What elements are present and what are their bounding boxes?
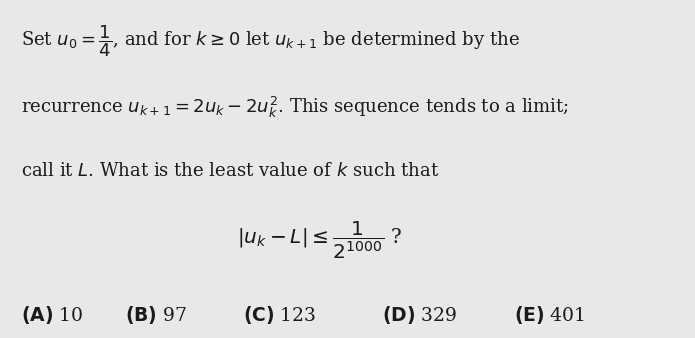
Text: $|u_k - L| \leq \dfrac{1}{2^{1000}}\;$?: $|u_k - L| \leq \dfrac{1}{2^{1000}}\;$? — [237, 220, 402, 262]
Text: $\mathbf{(A)}$ 10: $\mathbf{(A)}$ 10 — [21, 304, 83, 326]
Text: $\mathbf{(B)}$ 97: $\mathbf{(B)}$ 97 — [125, 304, 187, 326]
Text: Set $u_0 = \dfrac{1}{4}$, and for $k \geq 0$ let $u_{k+1}$ be determined by the: Set $u_0 = \dfrac{1}{4}$, and for $k \ge… — [21, 24, 520, 59]
Text: recurrence $u_{k+1} = 2u_k - 2u_k^2$. This sequence tends to a limit;: recurrence $u_{k+1} = 2u_k - 2u_k^2$. Th… — [21, 95, 569, 120]
Text: $\mathbf{(C)}$ 123: $\mathbf{(C)}$ 123 — [243, 304, 316, 326]
Text: $\mathbf{(E)}$ 401: $\mathbf{(E)}$ 401 — [514, 304, 585, 326]
Text: $\mathbf{(D)}$ 329: $\mathbf{(D)}$ 329 — [382, 304, 457, 326]
Text: call it $L$. What is the least value of $k$ such that: call it $L$. What is the least value of … — [21, 162, 439, 180]
